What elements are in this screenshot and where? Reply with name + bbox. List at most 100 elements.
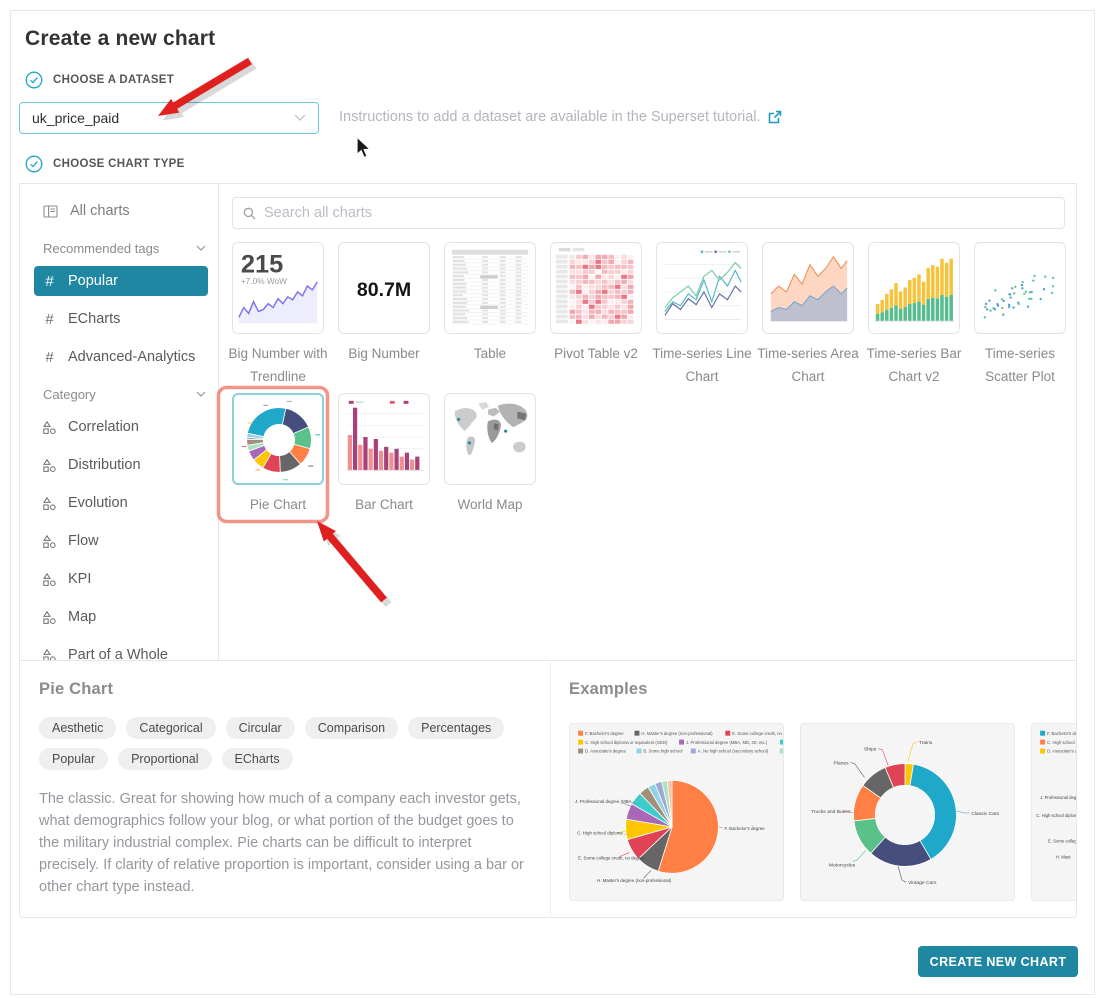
example-pie-chart: F. Bachelor's degree H. Master's degree (… [569, 723, 784, 901]
line-thumbnail [656, 242, 748, 334]
chart-search [232, 197, 1065, 229]
details-tags: Aesthetic Categorical Circular Comparison Pe… [39, 717, 524, 779]
chevron-down-icon [294, 114, 306, 121]
sidebar-item-label: Advanced-Analytics [68, 349, 196, 365]
dataset-instructions-text: Instructions to add a dataset are availa… [339, 109, 761, 125]
chart-card-world-map[interactable]: World Map [444, 393, 536, 539]
chart-type-sidebar: All charts Recommended tags # Popular # ECha… [20, 184, 219, 660]
chart-card-label: Pivot Table v2 [554, 346, 638, 361]
tag-pill-echarts: ECharts [221, 748, 293, 770]
sidebar-item-evolution[interactable]: Evolution [34, 488, 208, 518]
svg-text:H. Mast: H. Mast [1056, 854, 1071, 859]
svg-text:Ships: Ships [864, 747, 877, 753]
chart-card-big-number[interactable]: 80.7M Big Number [338, 242, 430, 388]
chart-details-panel: Pie Chart Aesthetic Categorical Circular Co… [19, 662, 1077, 918]
chart-type-content: 215+7.0% WoW Big Number with Trendline 80.… [219, 184, 1076, 660]
area-thumbnail [762, 242, 854, 334]
tag-pill-categorical: Categorical [126, 717, 216, 739]
svg-text:D. Associate's degree: D. Associate's degree [585, 749, 627, 754]
line-thumbnail-image [664, 250, 742, 320]
table-thumbnail-image [451, 249, 529, 325]
category-icon [43, 458, 56, 472]
pie-thumbnail-image [241, 400, 321, 481]
chart-card-time-series-line-chart[interactable]: Time-series Line Chart [652, 242, 752, 388]
chart-card-time-series-bar-chart-v2[interactable]: Time-series Bar Chart v2 [867, 242, 961, 388]
svg-text:F. Bachelor's degree: F. Bachelor's degree [1047, 731, 1076, 736]
sidebar-item-correlation[interactable]: Correlation [34, 412, 208, 442]
hash-icon: # [45, 272, 54, 290]
svg-text:F. Bachelor's degree: F. Bachelor's degree [585, 731, 624, 736]
svg-text:Classic Cars: Classic Cars [971, 811, 999, 817]
tag-pill-circular: Circular [225, 717, 295, 739]
chart-card-label: Time-series Area Chart [757, 346, 859, 384]
big-number-trendline-thumbnail: 215 +7.0% WoW [232, 242, 324, 334]
chart-type-step-header: CHOOSE CHART TYPE [25, 155, 185, 173]
scatter-thumbnail [974, 242, 1066, 334]
svg-text:+7.0% WoW: +7.0% WoW [241, 276, 287, 286]
tag-pill-popular: Popular [39, 748, 109, 770]
sidebar-item-echarts[interactable]: # ECharts [34, 304, 208, 334]
svg-text:Vintage Cars: Vintage Cars [908, 880, 937, 886]
sidebar-section-header-category[interactable]: Category [43, 382, 206, 406]
example-donut-chart-image: Trains Ships Planes Trucks and Buses Motorcy… [811, 740, 999, 886]
chart-card-pivot-table-v2[interactable]: Pivot Table v2 [550, 242, 642, 388]
table-thumbnail [444, 242, 536, 334]
chevron-down-icon [196, 245, 206, 251]
sidebar-item-label: Correlation [68, 419, 139, 435]
area-thumbnail-image [770, 255, 848, 322]
sidebar-item-kpi[interactable]: KPI [34, 564, 208, 594]
svg-text:H. Master's degree (non-profes: H. Master's degree (non-professional) [597, 878, 672, 883]
sidebar-item-popular[interactable]: # Popular [34, 266, 208, 296]
svg-text:E. Some college: E. Some college [1048, 839, 1076, 844]
details-description: The classic. Great for showing how much … [39, 791, 524, 895]
sidebar-item-label: Popular [68, 273, 118, 289]
chart-card-time-series-scatter-plot[interactable]: Time-series Scatter Plot [974, 242, 1066, 388]
details-title: Pie Chart [39, 680, 114, 698]
sidebar-item-map[interactable]: Map [34, 602, 208, 632]
chart-card-label: Pie Chart [249, 497, 307, 512]
chart-card-pie-chart[interactable]: Pie Chart [232, 393, 324, 539]
hash-icon: # [45, 310, 54, 328]
bar-thumbnail-image [346, 400, 424, 471]
sidebar-section-header-recommended-tags[interactable]: Recommended tags [43, 236, 206, 260]
svg-text:B. Some high school: B. Some high school [643, 749, 682, 754]
external-link-icon[interactable] [768, 110, 782, 124]
svg-text:H. Master's degree (non-profes: H. Master's degree (non-professional) [641, 731, 713, 736]
category-icon [43, 572, 56, 586]
example-pie-chart-image: F. Bachelor's degree H. Master's degree (… [575, 730, 783, 883]
chart-card-table[interactable]: Table [444, 242, 536, 388]
sidebar-item-part-of-a-whole[interactable]: Part of a Whole [34, 640, 208, 660]
sidebar-item-distribution[interactable]: Distribution [34, 450, 208, 480]
big-number-trendline-thumbnail-image: 215+7.0% WoW [238, 250, 318, 324]
tag-pill-aesthetic: Aesthetic [39, 717, 117, 739]
all-charts-icon [43, 204, 58, 218]
dataset-select[interactable]: uk_price_paid [19, 102, 319, 134]
chart-card-big-number-with-trendline[interactable]: 215 +7.0% WoW Big Number with Trendline [228, 242, 328, 388]
sidebar-item-flow[interactable]: Flow [34, 526, 208, 556]
dataset-instructions: Instructions to add a dataset are availa… [339, 109, 782, 125]
big-number-thumbnail-image: 80.7M [357, 279, 411, 301]
chart-details-info: Pie Chart Aesthetic Categorical Circular Co… [20, 662, 550, 917]
chart-card-label: Big Number with Trendline [228, 346, 328, 384]
step-complete-icon [25, 155, 43, 173]
dataset-select-value: uk_price_paid [32, 110, 120, 126]
create-new-chart-button[interactable]: CREATE NEW CHART [918, 946, 1078, 977]
chart-card-bar-chart[interactable]: Bar Chart [338, 393, 430, 539]
hash-icon: # [45, 348, 54, 366]
chart-card-label: Time-series Scatter Plot [984, 346, 1055, 384]
search-input[interactable] [264, 205, 1054, 221]
chart-card-time-series-area-chart[interactable]: Time-series Area Chart [757, 242, 859, 388]
sidebar-item-label: Part of a Whole [68, 647, 168, 660]
choose-chart-type-label: CHOOSE CHART TYPE [53, 158, 185, 170]
svg-text:Trains: Trains [919, 740, 933, 746]
svg-text:Planes: Planes [834, 761, 850, 767]
svg-text:C. High school diploma ...: C. High school diploma ... [577, 831, 628, 836]
sidebar-item-all-charts[interactable]: All charts [34, 196, 208, 226]
section-label: Category [43, 386, 96, 402]
svg-text:E. Some college credit, no deg: E. Some college credit, no degree [732, 731, 783, 736]
sidebar-item-advanced-analytics[interactable]: # Advanced-Analytics [34, 342, 208, 372]
sidebar-item-label: ECharts [68, 311, 121, 327]
tag-pill-comparison: Comparison [304, 717, 399, 739]
category-icon [43, 648, 56, 660]
sidebar-item-label: Flow [68, 533, 99, 549]
